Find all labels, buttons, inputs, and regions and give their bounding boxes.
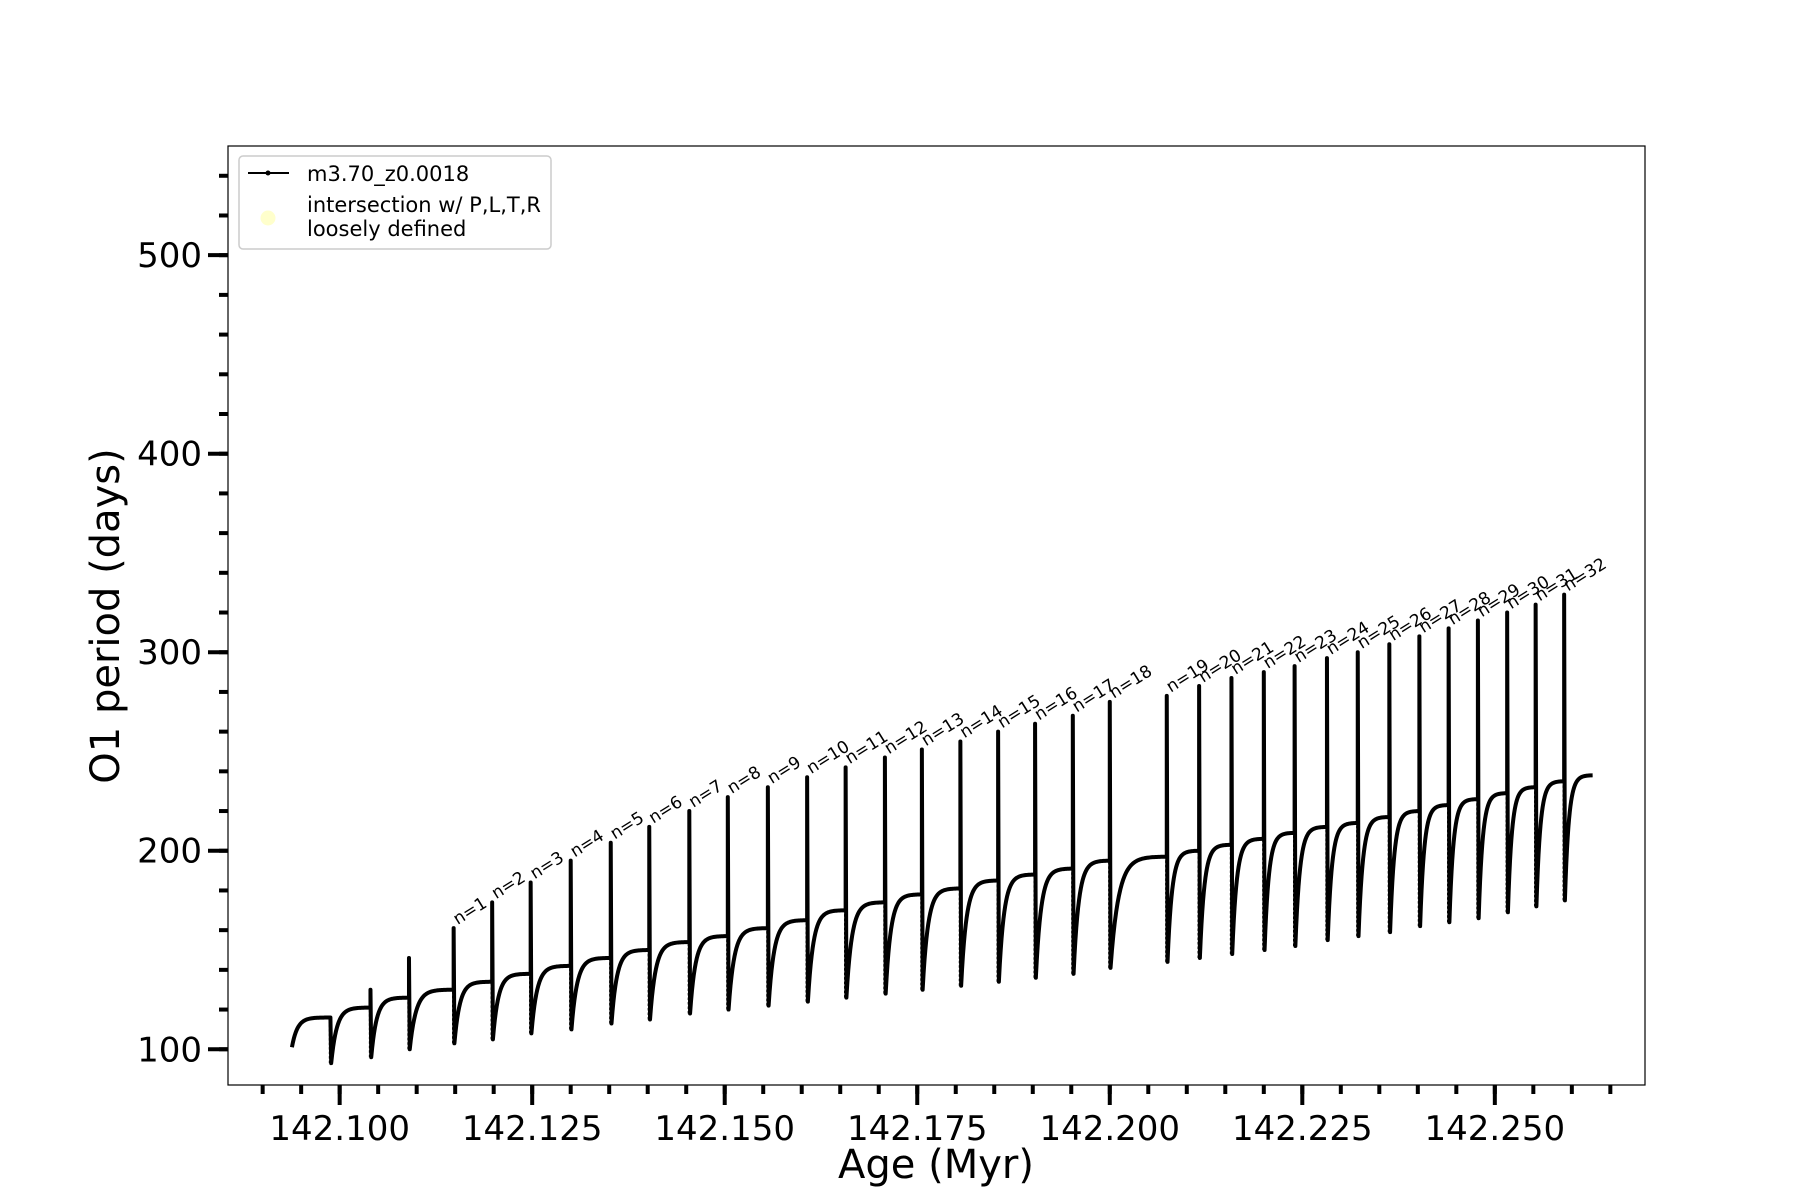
legend: m3.70_z0.0018 intersection w/ P,L,T,R lo…: [238, 155, 552, 250]
plot-frame: [227, 145, 1646, 1086]
series-m3-70-z0-0018: [289, 592, 1594, 1066]
y-tick-label: 500: [137, 236, 202, 276]
x-tick-label: 142.200: [1039, 1109, 1180, 1149]
y-tick-label: 400: [137, 435, 202, 475]
legend-label-intersection-line2: loosely defined: [307, 217, 466, 241]
y-tick-label: 100: [137, 1030, 202, 1070]
y-axis: 100 200 300 400 500: [137, 173, 228, 1070]
x-axis: 142.100 142.125 142.150 142.175 142.200 142.2…: [260, 1085, 1613, 1149]
legend-intersection-marker: [260, 210, 276, 226]
x-tick-label: 142.150: [654, 1109, 795, 1149]
y-tick-label: 200: [137, 832, 202, 872]
legend-frame: [238, 155, 552, 250]
x-tick-label: 142.125: [462, 1109, 603, 1149]
x-tick-label: 142.250: [1425, 1109, 1566, 1149]
y-axis-label: O1 period (days): [83, 448, 129, 783]
x-tick-label: 142.225: [1232, 1109, 1373, 1149]
legend-label-series: m3.70_z0.0018: [307, 162, 469, 187]
x-tick-label: 142.175: [847, 1109, 988, 1149]
y-tick-label: 300: [137, 633, 202, 673]
x-tick-label: 142.100: [269, 1109, 410, 1149]
legend-label-intersection: intersection w/ P,L,T,R: [307, 193, 541, 217]
x-axis-label: Age (Myr): [838, 1142, 1034, 1188]
legend-line-dot: [265, 170, 271, 176]
